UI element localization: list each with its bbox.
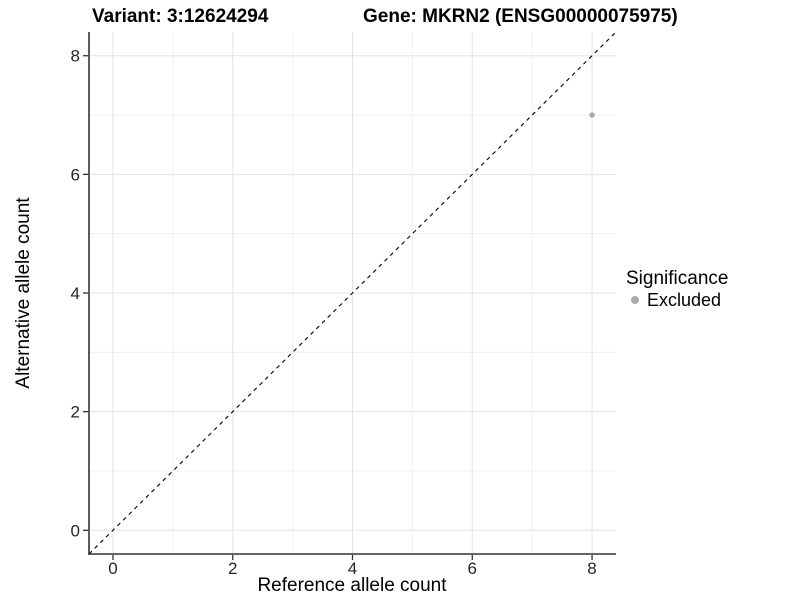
- legend: Significance Excluded: [626, 268, 728, 309]
- x-tick-label: 0: [108, 559, 117, 578]
- data-point: [589, 112, 595, 118]
- x-tick-label: 4: [348, 559, 357, 578]
- plot-title-variant: Variant: 3:12624294: [92, 6, 269, 27]
- legend-key: [626, 292, 643, 309]
- y-tick-label: 4: [71, 284, 80, 303]
- x-tick-label: 2: [228, 559, 237, 578]
- y-tick-label: 2: [71, 403, 80, 422]
- plot-title-gene: Gene: MKRN2 (ENSG00000075975): [363, 6, 678, 27]
- legend-title: Significance: [626, 268, 729, 289]
- y-tick-label: 0: [71, 521, 80, 540]
- legend-point-icon: [630, 296, 639, 304]
- y-axis-title: Alternative allele count: [13, 197, 34, 389]
- y-tick-label: 8: [71, 47, 80, 66]
- x-tick-label: 8: [587, 559, 596, 578]
- x-tick-label: 6: [468, 559, 477, 578]
- legend-item-excluded: Excluded: [626, 291, 728, 309]
- identity-line: [88, 31, 617, 555]
- y-tick-label: 6: [71, 165, 80, 184]
- legend-item-label: Excluded: [647, 290, 722, 310]
- x-axis-title: Reference allele count: [257, 575, 447, 596]
